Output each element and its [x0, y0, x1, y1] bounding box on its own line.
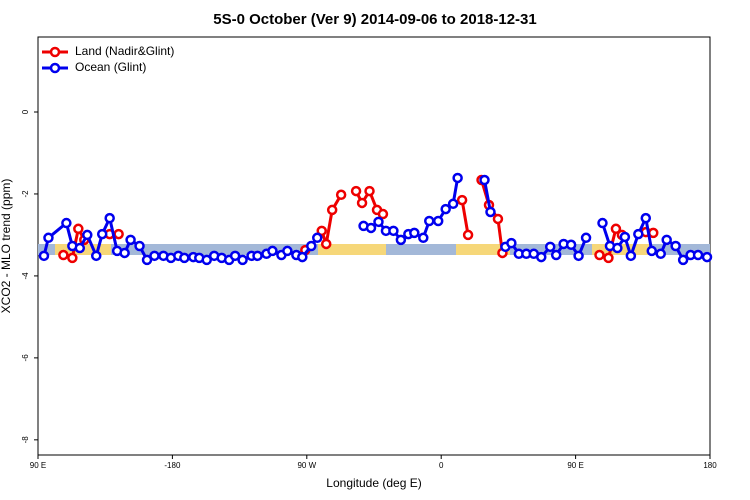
data-point	[418, 232, 429, 244]
legend-label: Ocean (Glint)	[75, 60, 146, 74]
data-point	[335, 189, 347, 201]
x-tick-label: 180	[703, 461, 717, 470]
land-band	[456, 244, 510, 255]
legend-marker	[49, 62, 61, 74]
data-point	[594, 249, 605, 261]
data-point	[356, 197, 368, 209]
data-point	[612, 242, 623, 254]
data-point	[619, 231, 631, 243]
data-point	[506, 237, 517, 249]
data-point	[640, 212, 652, 224]
data-point	[350, 185, 362, 197]
data-point	[479, 174, 490, 186]
data-point	[646, 245, 658, 257]
data-point	[440, 203, 451, 215]
data-point	[388, 225, 399, 237]
data-point	[655, 248, 666, 260]
data-point	[565, 239, 577, 251]
data-point	[492, 213, 504, 225]
legend-marker	[49, 46, 61, 58]
data-point	[58, 249, 69, 261]
data-point	[119, 247, 130, 259]
data-point	[633, 228, 644, 240]
data-point	[282, 245, 293, 257]
data-point	[267, 245, 278, 257]
data-point	[306, 240, 317, 252]
y-tick-label: -8	[21, 436, 30, 444]
data-point	[96, 228, 108, 240]
data-point	[395, 234, 407, 246]
data-point	[326, 204, 338, 216]
land-band	[318, 244, 386, 255]
data-point	[670, 240, 681, 252]
x-tick-label: 90 E	[30, 461, 46, 470]
data-point	[43, 232, 54, 244]
data-point	[424, 215, 435, 227]
data-point	[67, 252, 78, 264]
data-point	[90, 250, 102, 262]
data-point	[432, 215, 444, 227]
data-point	[179, 252, 190, 264]
data-point	[365, 222, 377, 234]
data-point	[550, 249, 562, 261]
data-point	[536, 251, 547, 263]
x-tick-label: -180	[164, 461, 181, 470]
data-point	[149, 250, 160, 262]
data-point	[580, 232, 592, 244]
data-point	[61, 217, 72, 229]
data-point	[364, 185, 375, 197]
data-point	[452, 172, 463, 184]
data-point	[625, 250, 637, 262]
data-point	[701, 251, 713, 263]
data-point	[82, 229, 93, 241]
data-point	[73, 223, 84, 235]
data-point	[603, 252, 614, 264]
chart-title: 5S-0 October (Ver 9) 2014-09-06 to 2018-…	[213, 11, 537, 28]
x-tick-label: 90 W	[297, 461, 316, 470]
data-point	[377, 208, 389, 220]
data-point	[312, 232, 323, 244]
data-point	[447, 198, 459, 210]
data-point	[544, 241, 556, 253]
y-tick-label: -6	[21, 354, 30, 362]
x-tick-label: 0	[439, 461, 444, 470]
data-point	[677, 254, 689, 266]
data-point	[113, 228, 124, 240]
data-point	[661, 234, 672, 246]
data-point	[74, 242, 86, 254]
data-point	[692, 249, 704, 261]
data-point	[134, 240, 145, 252]
data-point	[373, 216, 384, 228]
y-tick-label: 0	[21, 109, 30, 114]
data-point	[237, 254, 248, 266]
data-point	[297, 251, 308, 263]
x-tick-label: 90 E	[567, 461, 583, 470]
x-axis-label: Longitude (deg E)	[326, 476, 421, 490]
data-point	[320, 238, 332, 250]
y-tick-label: -4	[21, 272, 30, 280]
data-point	[201, 254, 212, 266]
data-point	[141, 254, 153, 266]
legend-label: Land (Nadir&Glint)	[75, 44, 174, 58]
data-point	[456, 194, 468, 206]
data-point	[252, 250, 263, 262]
data-point	[104, 212, 115, 224]
data-point	[125, 234, 136, 246]
data-point	[38, 250, 50, 262]
data-point	[485, 206, 496, 218]
data-point	[573, 250, 584, 262]
y-axis-label: XCO2 - MLO trend (ppm)	[0, 179, 13, 314]
data-point	[462, 229, 474, 241]
data-point	[409, 227, 420, 239]
y-tick-label: -2	[21, 190, 30, 198]
data-point	[610, 223, 622, 235]
data-point	[229, 250, 241, 262]
data-point	[597, 217, 608, 229]
data-point	[316, 225, 327, 237]
